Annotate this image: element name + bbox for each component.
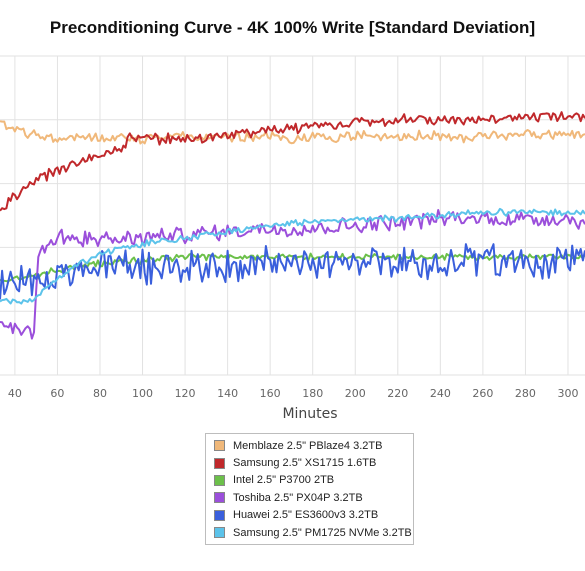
x-tick-label: 280 — [515, 387, 536, 400]
legend-item: Samsung 2.5" PM1725 NVMe 3.2TB — [214, 524, 413, 541]
legend-item: Samsung 2.5" XS1715 1.6TB — [214, 454, 413, 471]
chart-title: Preconditioning Curve - 4K 100% Write [S… — [49, 18, 536, 37]
legend-item: Toshiba 2.5" PX04P 3.2TB — [214, 489, 413, 506]
x-tick-label: 180 — [302, 387, 323, 400]
series-line — [0, 243, 585, 300]
x-tick-label: 40 — [8, 387, 22, 400]
legend-swatch — [214, 457, 225, 469]
x-tick-label: 300 — [557, 387, 578, 400]
legend-swatch — [214, 492, 225, 504]
x-tick-label: 160 — [260, 387, 281, 400]
legend-label: Memblaze 2.5" PBlaze4 3.2TB — [233, 439, 383, 452]
legend-label: Samsung 2.5" XS1715 1.6TB — [233, 457, 377, 470]
x-tick-label: 120 — [175, 387, 196, 400]
series-line — [0, 209, 585, 340]
x-tick-label: 220 — [387, 387, 408, 400]
series-line — [0, 120, 585, 145]
legend-label: Huawei 2.5" ES3600v3 3.2TB — [233, 509, 379, 522]
series-lines — [0, 111, 585, 340]
x-tick-label: 80 — [93, 387, 107, 400]
legend-label: Samsung 2.5" PM1725 NVMe 3.2TB — [233, 526, 412, 539]
legend-swatch — [214, 527, 225, 539]
x-tick-label: 140 — [217, 387, 238, 400]
legend: Memblaze 2.5" PBlaze4 3.2TB Samsung 2.5" … — [205, 433, 414, 545]
legend-item: Huawei 2.5" ES3600v3 3.2TB — [214, 507, 413, 524]
series-line — [0, 252, 585, 283]
legend-swatch — [214, 440, 225, 452]
grid-lines — [0, 55, 585, 376]
x-tick-label: 260 — [472, 387, 493, 400]
x-axis-title: Minutes — [282, 406, 337, 422]
x-tick-label: 100 — [132, 387, 153, 400]
legend-label: Toshiba 2.5" PX04P 3.2TB — [233, 491, 363, 504]
legend-item: Intel 2.5" P3700 2TB — [214, 472, 413, 489]
series-line — [0, 111, 585, 212]
legend-swatch — [214, 509, 225, 521]
x-tick-label: 200 — [345, 387, 366, 400]
x-tick-label: 60 — [50, 387, 64, 400]
legend-item: Memblaze 2.5" PBlaze4 3.2TB — [214, 437, 413, 454]
legend-label: Intel 2.5" P3700 2TB — [233, 474, 335, 487]
x-tick-label: 240 — [430, 387, 451, 400]
series-line — [0, 207, 585, 305]
x-tick-labels: 40 60 80 100 120 140 160 180 200 220 240 260 280 300 — [8, 387, 579, 400]
legend-swatch — [214, 474, 225, 486]
